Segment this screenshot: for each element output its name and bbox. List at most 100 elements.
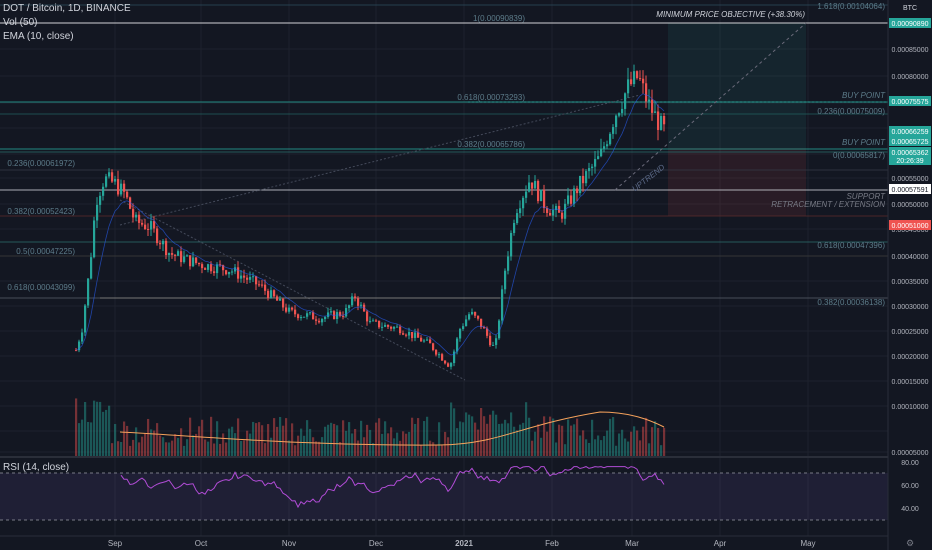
volume-bar (663, 427, 666, 456)
volume-bar (132, 439, 135, 456)
candle-body (444, 360, 447, 364)
volume-bar (297, 435, 300, 456)
volume-bar (588, 442, 591, 456)
candle-body (492, 344, 495, 346)
annotation-label: BUY POINT (842, 138, 886, 147)
candle-body (120, 183, 123, 195)
time-tick-label: May (800, 539, 815, 548)
volume-group (75, 398, 666, 456)
candle-body (99, 195, 102, 205)
price-tick-label: 0.00085000 (892, 47, 929, 54)
candle-body (246, 277, 249, 280)
price-tick-label: 0.00025000 (892, 329, 929, 336)
candle-body (387, 324, 390, 327)
candle-body (420, 337, 423, 342)
volume-bar (165, 442, 168, 456)
candle-body (414, 332, 417, 338)
volume-bar (246, 430, 249, 456)
volume-bar (312, 437, 315, 456)
volume-bar (438, 422, 441, 456)
time-tick-label: 2021 (455, 539, 473, 548)
candle-body (174, 254, 177, 256)
candle-body (324, 316, 327, 320)
fib-label: 0.236(0.00061972) (7, 159, 75, 168)
candle-body (633, 71, 636, 85)
volume-bar (141, 436, 144, 456)
volume-bar (540, 437, 543, 456)
candle-body (144, 224, 147, 229)
candle-body (267, 290, 270, 298)
volume-bar (531, 440, 534, 456)
volume-bar (366, 424, 369, 456)
candle-body (471, 311, 474, 315)
volume-bar (183, 445, 186, 456)
volume-bar (477, 429, 480, 456)
annotation-label: BUY POINT (842, 91, 886, 100)
price-badge-label: 0.00065362 (892, 150, 929, 157)
candle-body (456, 338, 459, 352)
volume-bar (126, 425, 129, 456)
volume-bar (456, 428, 459, 456)
volume-bar (624, 438, 627, 456)
candle-body (384, 324, 387, 327)
volume-bar (537, 424, 540, 456)
volume-bar (555, 442, 558, 456)
price-badge-label: 0.00066259 (892, 129, 929, 136)
candle-body (645, 83, 648, 102)
volume-bar (522, 422, 525, 456)
candle-body (216, 264, 219, 274)
volume-bar (102, 411, 105, 456)
candle-body (318, 320, 321, 323)
volume-bar (306, 420, 309, 456)
candle-body (396, 326, 399, 328)
volume-bar (483, 416, 486, 456)
time-tick-label: Sep (108, 539, 123, 548)
candle-body (543, 189, 546, 209)
rsi-tick-label: 60.00 (901, 483, 919, 490)
rsi-line (120, 466, 665, 509)
candle-body (279, 298, 282, 301)
candle-body (555, 206, 558, 211)
candle-body (375, 320, 378, 322)
settings-gear-icon[interactable]: ⚙ (906, 538, 914, 548)
candle-body (228, 271, 231, 275)
volume-bar (354, 429, 357, 456)
volume-bar (96, 401, 99, 456)
candle-body (600, 148, 603, 157)
candle-body (486, 328, 489, 336)
candle-body (327, 312, 330, 317)
candle-body (441, 354, 444, 361)
volume-bar (408, 431, 411, 456)
trend-line (119, 94, 641, 226)
volume-bar (153, 430, 156, 456)
price-badge-label: 0.00051000 (892, 223, 929, 230)
candle-body (171, 253, 174, 255)
volume-bar (195, 433, 198, 456)
candle-body (402, 333, 405, 335)
volume-bar (498, 423, 501, 456)
candle-body (468, 314, 471, 320)
candle-body (336, 312, 339, 320)
candle-body (588, 168, 591, 172)
candle-body (243, 275, 246, 278)
fib-label: 0.382(0.00065786) (457, 140, 525, 149)
price-tick-label: 0.00050000 (892, 202, 929, 209)
candle-body (177, 251, 180, 256)
price-badge (889, 147, 931, 157)
volume-bar (651, 427, 654, 456)
volume-bar (513, 426, 516, 456)
candle-body (138, 214, 141, 223)
trend-line (119, 199, 466, 381)
volume-bar (642, 426, 645, 456)
ema-legend: EMA (10, close) (3, 31, 74, 42)
volume-bar (426, 416, 429, 456)
volume-bar (258, 422, 261, 456)
candle-body (237, 267, 240, 279)
candle-body (249, 276, 252, 280)
volume-bar (78, 423, 81, 456)
candle-body (663, 115, 666, 125)
candle-body (546, 208, 549, 213)
price-tick-label: 0.00080000 (892, 74, 929, 81)
candle-body (321, 319, 324, 323)
